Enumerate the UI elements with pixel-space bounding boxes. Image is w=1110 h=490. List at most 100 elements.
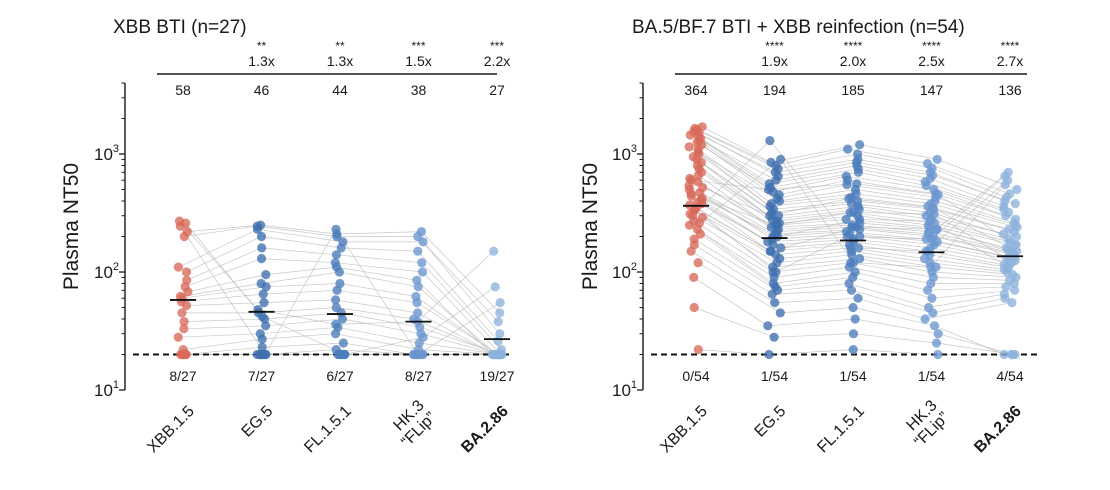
data-point (1005, 189, 1015, 199)
data-point (854, 243, 864, 253)
geometric-mean-value: 27 (489, 82, 505, 98)
significance-stars: **** (844, 39, 863, 53)
y-tick-exponent: 1 (631, 379, 637, 391)
data-point (178, 345, 188, 355)
y-tick-exponent: 1 (113, 379, 119, 391)
x-tick-label: BA.2.86 (971, 403, 1025, 457)
data-point (1007, 298, 1017, 308)
data-point (173, 332, 183, 342)
data-point (770, 298, 780, 308)
x-tick-label: XBB.1.5 (657, 403, 711, 457)
data-point (1008, 349, 1018, 360)
geometric-mean-value: 46 (254, 82, 270, 98)
x-tick-label: EG.5 (239, 403, 277, 441)
data-point (841, 171, 851, 181)
chart-title: BA.5/BF.7 BTI + XBB reinfection (n=54) (632, 17, 965, 38)
y-tick-base: 10 (612, 263, 631, 282)
data-point (686, 189, 696, 199)
y-tick-label: 101 (94, 379, 119, 400)
below-lod-fraction: 1/54 (761, 368, 788, 384)
data-point (764, 349, 774, 360)
below-lod-fraction: 8/27 (169, 368, 196, 384)
data-point (773, 231, 783, 242)
data-point (413, 349, 423, 360)
data-point (182, 227, 192, 237)
y-tick-base: 10 (612, 145, 631, 164)
data-point (684, 142, 694, 152)
data-point (931, 224, 942, 234)
y-tick-exponent: 3 (113, 143, 119, 155)
data-point (335, 278, 345, 289)
data-point (933, 329, 943, 339)
data-point (256, 254, 267, 264)
below-lod-fraction: 0/54 (682, 368, 709, 384)
data-point (852, 179, 862, 189)
data-point (412, 275, 422, 285)
significance-stars: **** (1001, 39, 1020, 53)
significance-stars: *** (490, 39, 504, 53)
data-point (257, 243, 267, 253)
data-point (686, 175, 696, 185)
geometric-mean-value: 185 (841, 82, 865, 98)
data-point (853, 293, 863, 303)
data-point (179, 324, 189, 334)
fold-change-label: 2.5x (918, 53, 944, 69)
data-point (340, 349, 350, 360)
fold-change-label: 1.3x (248, 53, 274, 69)
fold-change-label: 1.5x (405, 53, 431, 69)
data-point (418, 332, 428, 342)
data-point (417, 258, 427, 268)
y-axis-label: Plasma NT50 (579, 163, 602, 290)
below-lod-fraction: 7/27 (248, 368, 275, 384)
data-point (175, 291, 185, 302)
data-point (179, 317, 189, 327)
data-point (697, 193, 707, 204)
data-point (338, 237, 348, 247)
data-point (495, 329, 505, 339)
data-point (999, 349, 1009, 360)
data-point (771, 267, 781, 277)
data-point (848, 345, 858, 355)
x-tick-label-line: XBB.1.5 (657, 403, 711, 457)
below-lod-fraction: 4/54 (996, 368, 1023, 384)
data-point (929, 321, 940, 331)
x-tick-label-line: BA.2.86 (458, 403, 512, 457)
data-point (926, 262, 936, 272)
significance-stars: ** (257, 39, 267, 53)
data-point (689, 234, 699, 244)
data-point (697, 122, 707, 132)
y-tick-label: 102 (94, 261, 119, 282)
x-tick-label: HK.3“FLip” (386, 397, 440, 451)
data-point (999, 289, 1010, 299)
data-point (331, 295, 341, 305)
data-point (1012, 184, 1022, 195)
y-axis-label: Plasma NT50 (60, 163, 83, 290)
data-point (495, 308, 505, 318)
y-tick-exponent: 2 (631, 261, 637, 273)
data-point (331, 319, 341, 329)
data-point (1010, 285, 1020, 295)
data-point (924, 302, 934, 313)
data-point (841, 214, 851, 224)
data-point (698, 182, 708, 193)
y-tick-base: 10 (612, 381, 631, 400)
data-point (338, 338, 348, 348)
below-lod-fraction: 19/27 (479, 368, 514, 384)
significance-stars: ** (335, 39, 345, 53)
fold-change-label: 2.2x (484, 53, 510, 69)
data-point (493, 317, 503, 327)
data-point (330, 258, 340, 268)
y-tick-exponent: 3 (631, 143, 637, 155)
data-point (417, 267, 428, 277)
data-point (177, 308, 187, 318)
data-point (1010, 214, 1021, 224)
geometric-mean-value: 136 (998, 82, 1022, 98)
x-tick-label: EG.5 (752, 403, 790, 441)
data-point (765, 136, 775, 146)
y-tick-base: 10 (94, 263, 113, 282)
data-point (776, 243, 786, 253)
data-point (495, 298, 505, 308)
data-point (844, 193, 854, 204)
